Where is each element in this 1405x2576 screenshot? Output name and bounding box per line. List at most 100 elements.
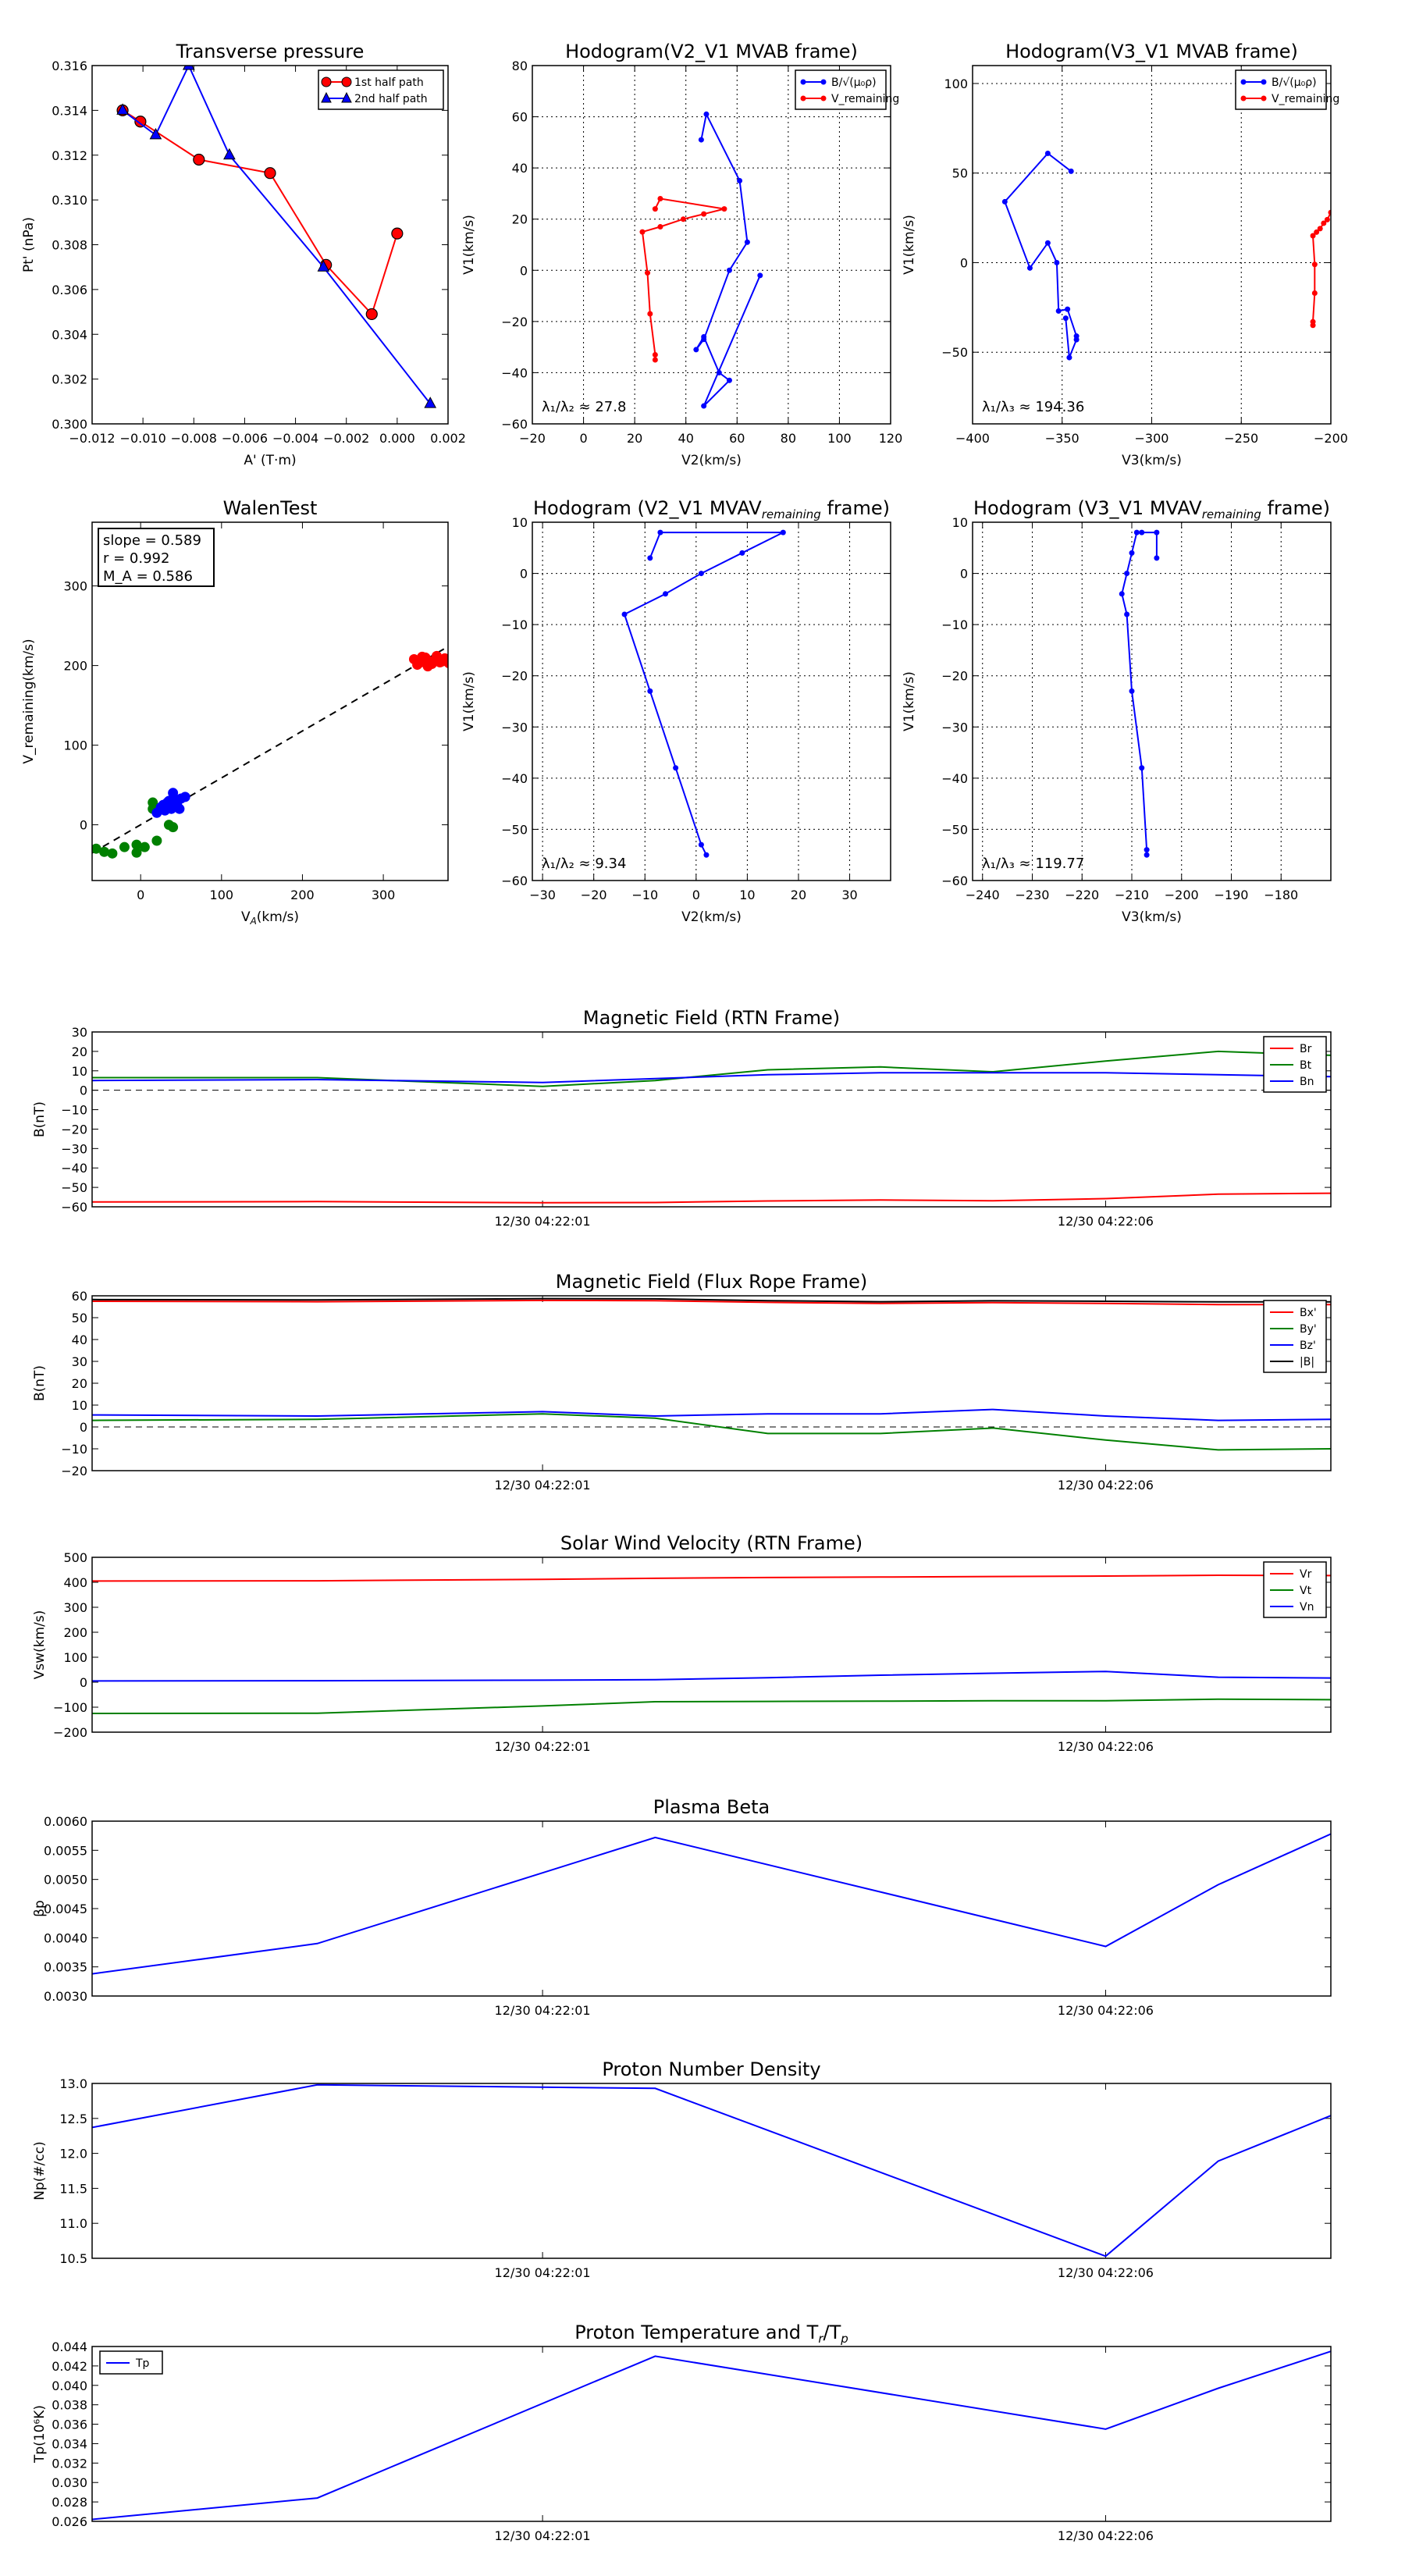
x-tick-label: −240 [966, 888, 1000, 902]
chart-h4: −240 −230 −220 −210 −200 −190 −180−60−50−40−30… [902, 497, 1332, 925]
data-point [703, 111, 710, 117]
legend-entry: |B| [1270, 1356, 1314, 1368]
y-tick-label: 0.0060 [44, 1814, 87, 1829]
title-part: /T [823, 2322, 841, 2343]
label-part: A [250, 916, 257, 927]
chart-title: Hodogram (V2_V1 MVAVremaining frame) [533, 497, 890, 521]
chart-mag_rtn: 12/30 04:22:01 12/30 04:22:06 −60 −50 −40 −30… [32, 1007, 1332, 1229]
x-axis-label: V3(km/s) [1122, 909, 1182, 925]
legend-label: 2nd half path [354, 93, 428, 105]
x-tick-label: 0.002 [430, 431, 466, 446]
data-point [1054, 259, 1060, 265]
legend-label: Br [1300, 1043, 1312, 1055]
chart-tp: −0.012 −0.010 −0.008 −0.006 −0.004 −0.002 0.00… [21, 41, 466, 468]
data-point [317, 260, 330, 272]
data-point [744, 239, 750, 245]
y-tick-label: −20 [61, 1464, 87, 1478]
y-tick-label: 11.5 [59, 2181, 87, 2196]
data-point [698, 571, 704, 577]
x-tick-label: 200 [290, 888, 315, 902]
legend-marker [1240, 95, 1247, 101]
data-point [1321, 220, 1327, 226]
stats-line: slope = 0.589 [103, 532, 201, 549]
legend-marker [820, 95, 827, 101]
series-line [92, 2350, 1331, 2521]
scatter-point [417, 651, 428, 662]
data-point [698, 137, 704, 143]
y-tick-label: 0.0040 [44, 1930, 87, 1945]
data-point [1129, 688, 1135, 694]
y-tick-label: −40 [941, 771, 968, 786]
data-point [698, 841, 704, 848]
data-point [701, 211, 707, 217]
x-tick-label: 30 [841, 888, 857, 902]
x-axis-label: V3(km/s) [1122, 453, 1182, 468]
y-tick-label: 0 [80, 1083, 87, 1098]
series-line [92, 1050, 1331, 1087]
plot-frame [91, 65, 449, 425]
y-tick-label: −10 [501, 617, 528, 632]
legend-label: By' [1300, 1323, 1317, 1336]
x-tick-label: −210 [1115, 888, 1149, 902]
x-tick-label: −0.010 [120, 431, 166, 446]
y-tick-label: −20 [501, 315, 528, 329]
data-point [1154, 555, 1160, 561]
series-line [92, 2083, 1331, 2258]
y-tick-label: −30 [941, 720, 968, 735]
y-tick-label: 0.306 [52, 283, 87, 297]
data-point [639, 229, 646, 235]
y-tick-label: 0.0050 [44, 1873, 87, 1888]
series--b- [92, 1297, 1331, 1303]
data-point [1328, 209, 1331, 215]
legend-label: Bz' [1300, 1340, 1316, 1352]
data-point [673, 765, 679, 771]
y-tick-label: −20 [501, 669, 528, 684]
chart-title: WalenTest [223, 497, 318, 519]
series-v3-component [151, 788, 190, 818]
y-tick-label: −50 [61, 1180, 87, 1195]
series-line [92, 1833, 1331, 1975]
legend-marker [321, 76, 332, 87]
series-line [122, 66, 431, 404]
y-tick-label: −100 [53, 1700, 87, 1715]
chart-mag_fr: 12/30 04:22:01 12/30 04:22:06 −20 −10 0 10 20 3… [32, 1271, 1332, 1493]
data-point [1310, 233, 1316, 239]
title-part: frame) [821, 497, 890, 519]
x-tick-label: 100 [827, 431, 852, 446]
legend-label: Vr [1300, 1568, 1312, 1581]
stats-line: M_A = 0.586 [103, 568, 193, 585]
data-point [657, 224, 663, 230]
x-tick-label: 12/30 04:22:06 [1058, 2265, 1154, 2280]
x-tick-label: 300 [372, 888, 396, 902]
scatter-point [443, 658, 448, 668]
plot-frame [91, 1557, 1332, 1733]
plot-frame [91, 2346, 1332, 2522]
data-point [737, 178, 743, 184]
data-point [662, 591, 668, 597]
y-tick-label: 0.042 [52, 2359, 87, 2374]
scatter-point [107, 848, 118, 859]
y-axis-label: V1(km/s) [902, 671, 917, 731]
stats-line: r = 0.992 [103, 550, 169, 567]
y-tick-label: 20 [72, 1044, 87, 1059]
y-tick-label: 0.314 [52, 103, 87, 118]
eigen-ratio-annotation: λ₁/λ₃ ≈ 194.36 [982, 399, 1084, 415]
legend-label: |B| [1300, 1356, 1314, 1368]
data-point [134, 116, 147, 128]
data-point [693, 347, 699, 353]
series-line [92, 1670, 1331, 1682]
data-point [1044, 150, 1051, 156]
y-tick-label: 0.040 [52, 2379, 87, 2393]
x-tick-label: −350 [1045, 431, 1080, 446]
legend: B/√(μ₀ρ) V_remaining [795, 69, 899, 110]
chart-beta: 12/30 04:22:01 12/30 04:22:06 0.0030 0.0035… [32, 1796, 1332, 2018]
title-part: frame) [1261, 497, 1330, 519]
legend-entry: 1st half path [321, 76, 424, 89]
y-tick-label: 0.028 [52, 2495, 87, 2510]
legend-label: B/√(μ₀ρ) [831, 76, 877, 89]
y-tick-label: −20 [941, 669, 968, 684]
legend-entry: Bx' [1270, 1307, 1317, 1319]
legend-label: Bn [1300, 1076, 1314, 1088]
legend: Vr Vt Vn [1263, 1561, 1327, 1618]
y-tick-label: 0.038 [52, 2398, 87, 2413]
